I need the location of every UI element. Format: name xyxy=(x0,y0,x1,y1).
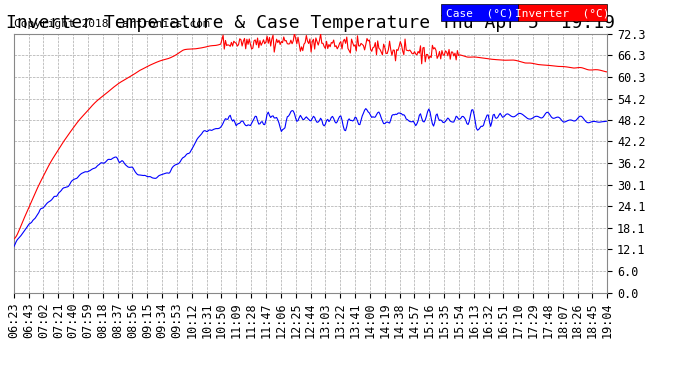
Text: Copyright 2018 Cartronics.com: Copyright 2018 Cartronics.com xyxy=(14,19,210,28)
Text: Case  (°C): Case (°C) xyxy=(446,8,513,18)
FancyBboxPatch shape xyxy=(518,4,607,21)
FancyBboxPatch shape xyxy=(441,4,518,21)
Text: Inverter  (°C): Inverter (°C) xyxy=(515,8,610,18)
Title: Inverter Temperature & Case Temperature Thu Apr 5  19:19: Inverter Temperature & Case Temperature … xyxy=(6,14,615,32)
